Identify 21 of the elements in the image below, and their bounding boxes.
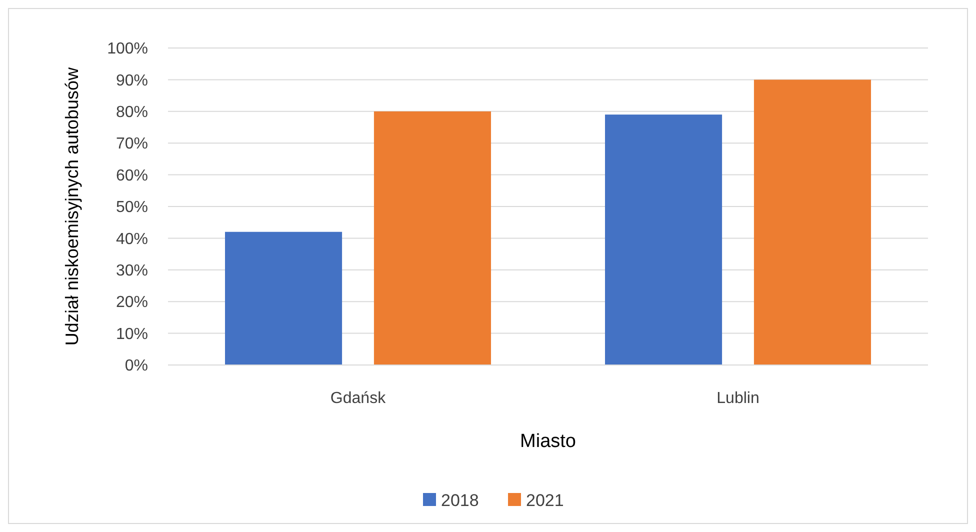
y-tick-label: 50% xyxy=(116,199,148,216)
y-tick-label: 70% xyxy=(116,136,148,153)
bar xyxy=(225,232,342,365)
y-tick-label: 40% xyxy=(116,230,148,248)
x-tick-label: Lublin xyxy=(716,390,760,407)
y-tick-label: 30% xyxy=(116,262,148,280)
bar xyxy=(605,114,722,365)
x-axis-title: Miasto xyxy=(520,431,576,452)
y-tick-label: 80% xyxy=(116,104,148,121)
y-tick-label: 0% xyxy=(124,358,148,375)
y-tick-label: 20% xyxy=(116,294,148,312)
bar xyxy=(374,111,491,365)
legend-label: 2018 xyxy=(441,490,479,510)
y-tick-label: 100% xyxy=(107,40,148,58)
legend-label: 2021 xyxy=(526,490,564,510)
y-tick-label: 10% xyxy=(116,326,148,343)
y-tick-label: 90% xyxy=(116,72,148,90)
y-axis-title: Udział niskoemisyjnych autobusów xyxy=(62,66,82,346)
x-tick-label: Gdańsk xyxy=(330,390,387,407)
bar xyxy=(754,80,871,365)
y-tick-label: 60% xyxy=(116,167,148,184)
